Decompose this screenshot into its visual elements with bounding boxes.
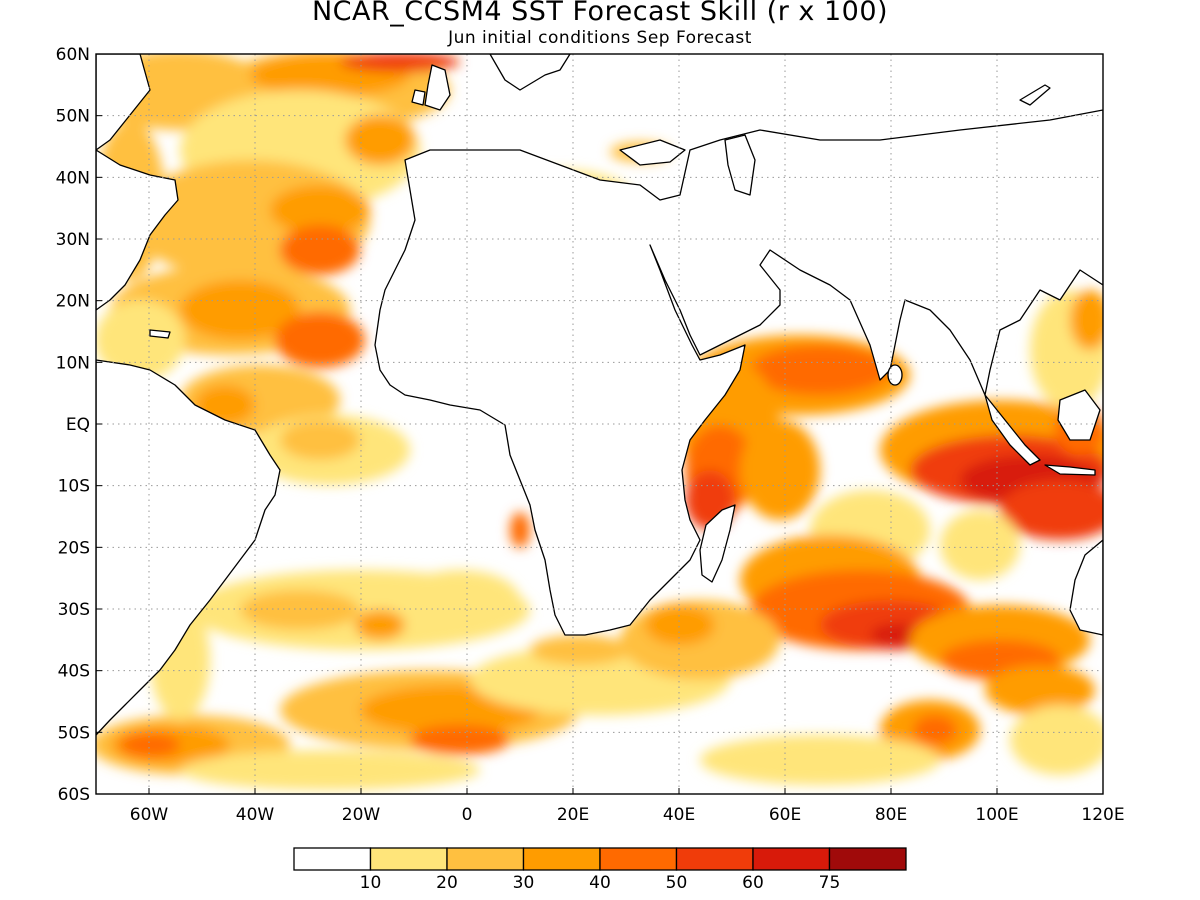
colorbar-label: 50: [666, 873, 688, 893]
lat-tick-label: 40S: [58, 662, 90, 682]
lon-tick-label: 60E: [769, 805, 801, 825]
colorbar-swatch: [446, 847, 525, 871]
lon-tick-label: 40E: [663, 805, 695, 825]
colorbar-label: 75: [819, 873, 841, 893]
lat-tick-label: 10N: [56, 353, 90, 373]
colorbar-swatch: [599, 847, 678, 871]
lat-tick-label: 20N: [56, 292, 90, 312]
colorbar-label: 20: [436, 873, 458, 893]
colorbar-label: 30: [513, 873, 535, 893]
lon-tick-label: 120E: [1081, 805, 1124, 825]
lon-tick-label: 20E: [557, 805, 589, 825]
lat-tick-label: 10S: [58, 477, 90, 497]
lat-tick-label: EQ: [66, 415, 90, 435]
chart-subtitle: Jun initial conditions Sep Forecast: [448, 28, 752, 48]
lon-tick-label: 80E: [875, 805, 907, 825]
lat-tick-label: 30S: [58, 600, 90, 620]
latitude-axis: 60N 50N 40N 30N 20N 10N EQ 10S 20S 30S 40S 50S 60S: [56, 45, 102, 805]
lat-tick-label: 60N: [56, 45, 90, 65]
colorbar-label: 40: [589, 873, 611, 893]
colorbar-swatch: [675, 847, 754, 871]
lon-tick-label: 60W: [130, 805, 169, 825]
lat-tick-label: 50S: [58, 723, 90, 743]
colorbar-swatch: [752, 847, 831, 871]
lon-tick-label: 100E: [975, 805, 1018, 825]
colorbar-swatch: [828, 847, 907, 871]
graticule: [96, 54, 1103, 794]
lon-tick-label: 20W: [342, 805, 381, 825]
chart-title: NCAR_CCSM4 SST Forecast Skill (r x 100): [311, 0, 889, 27]
lat-tick-label: 20S: [58, 538, 90, 558]
skill-field: [96, 54, 1103, 794]
colorbar: 10 20 30 40 50 60 75: [293, 847, 907, 893]
continents: [96, 54, 1103, 736]
colorbar-label: 60: [742, 873, 764, 893]
lat-tick-label: 50N: [56, 107, 90, 127]
lat-tick-label: 30N: [56, 230, 90, 250]
colorbar-swatch: [293, 847, 372, 871]
colorbar-swatch: [369, 847, 448, 871]
longitude-axis: 60W 40W 20W 0 20E 40E 60E 80E 100E 120E: [130, 788, 1125, 825]
lat-tick-label: 60S: [58, 785, 90, 805]
lon-tick-label: 0: [462, 805, 473, 825]
colorbar-label: 10: [360, 873, 382, 893]
lat-tick-label: 40N: [56, 168, 90, 188]
lon-tick-label: 40W: [236, 805, 275, 825]
colorbar-swatch: [522, 847, 601, 871]
